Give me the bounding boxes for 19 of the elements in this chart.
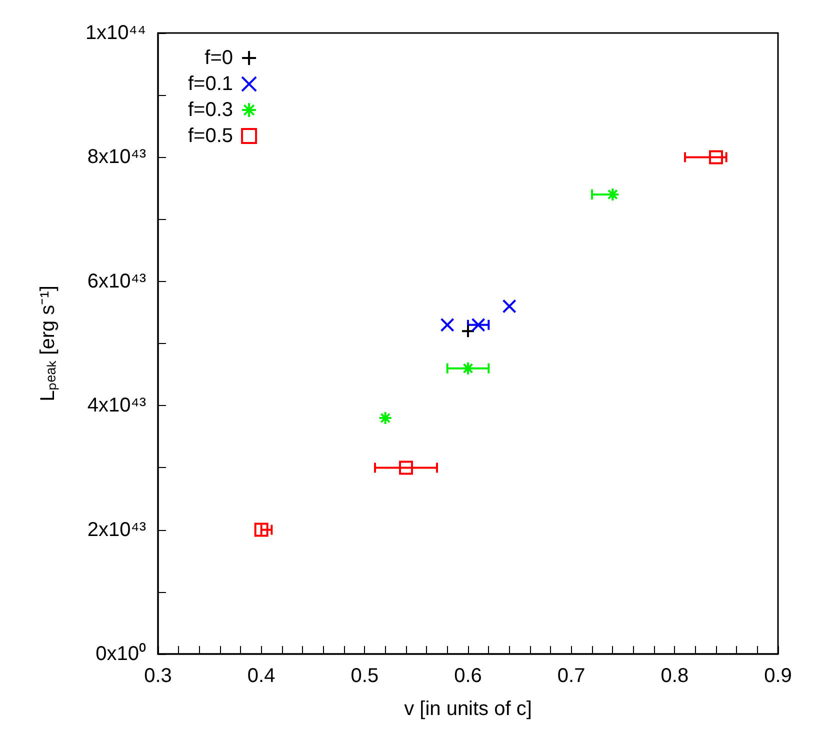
y-tick-label: 6x10⁴³ bbox=[87, 270, 146, 292]
x-tick-label: 0.4 bbox=[247, 665, 276, 687]
x-tick-label: 0.6 bbox=[454, 665, 482, 687]
legend-label: f=0 bbox=[204, 47, 234, 69]
x-tick-label: 0.5 bbox=[350, 665, 379, 687]
y-tick-label: 0x10⁰ bbox=[96, 642, 146, 665]
x-tick-label: 0.3 bbox=[144, 665, 172, 687]
y-tick-label: 1x10⁴⁴ bbox=[85, 22, 146, 44]
legend-label: f=0.3 bbox=[188, 99, 234, 121]
x-tick-label: 0.8 bbox=[660, 665, 689, 687]
x-tick-label: 0.7 bbox=[557, 665, 586, 687]
x-axis-title: v [in units of c] bbox=[404, 698, 532, 720]
y-tick-label: 8x10⁴³ bbox=[87, 146, 146, 168]
legend-label: f=0.5 bbox=[188, 125, 234, 147]
x-tick-label: 0.9 bbox=[764, 665, 792, 687]
y-tick-label: 4x10⁴³ bbox=[87, 394, 146, 417]
y-tick-label: 2x10⁴³ bbox=[87, 518, 146, 541]
y-axis-title: Lₚₑₐₖ [erg s⁻¹] bbox=[37, 286, 59, 402]
legend-label: f=0.1 bbox=[188, 73, 234, 95]
